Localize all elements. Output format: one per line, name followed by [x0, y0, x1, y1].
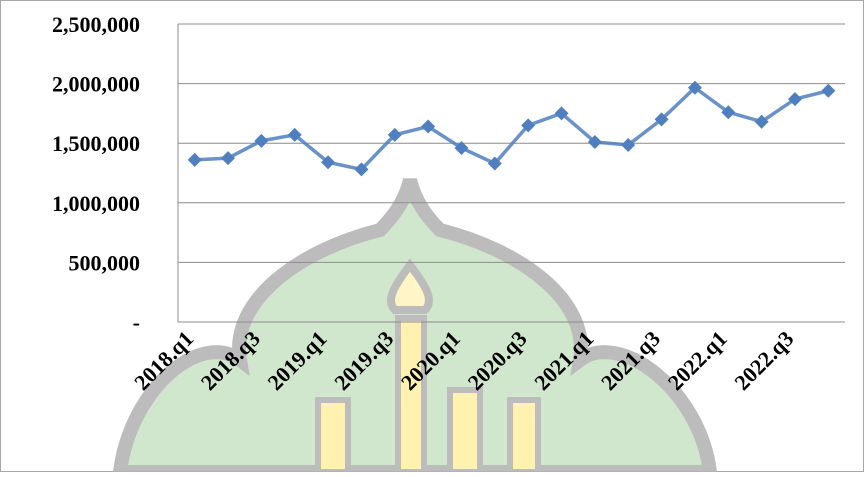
marker — [787, 92, 802, 107]
marker — [421, 119, 436, 134]
marker — [487, 156, 502, 171]
marker — [387, 127, 402, 142]
marker — [287, 127, 302, 142]
marker — [454, 140, 469, 155]
marker — [321, 155, 336, 170]
y-tick-label: 500,000 — [69, 250, 141, 275]
marker — [354, 162, 369, 177]
line — [194, 85, 829, 172]
y-tick-label: 2,500,000 — [52, 12, 140, 37]
marker — [821, 83, 836, 98]
marker — [654, 112, 669, 127]
marker — [521, 118, 536, 133]
marker — [587, 135, 602, 150]
marker — [687, 80, 702, 95]
marker — [621, 137, 636, 152]
marker — [221, 151, 236, 166]
marker — [721, 105, 736, 120]
y-tick-label: - — [133, 310, 140, 335]
y-tick-label: 1,000,000 — [52, 191, 140, 216]
marker — [754, 114, 769, 129]
marker — [254, 133, 269, 148]
marker — [554, 106, 569, 121]
marker — [187, 152, 202, 167]
y-tick-label: 1,500,000 — [52, 131, 140, 156]
y-tick-label: 2,000,000 — [52, 72, 140, 97]
